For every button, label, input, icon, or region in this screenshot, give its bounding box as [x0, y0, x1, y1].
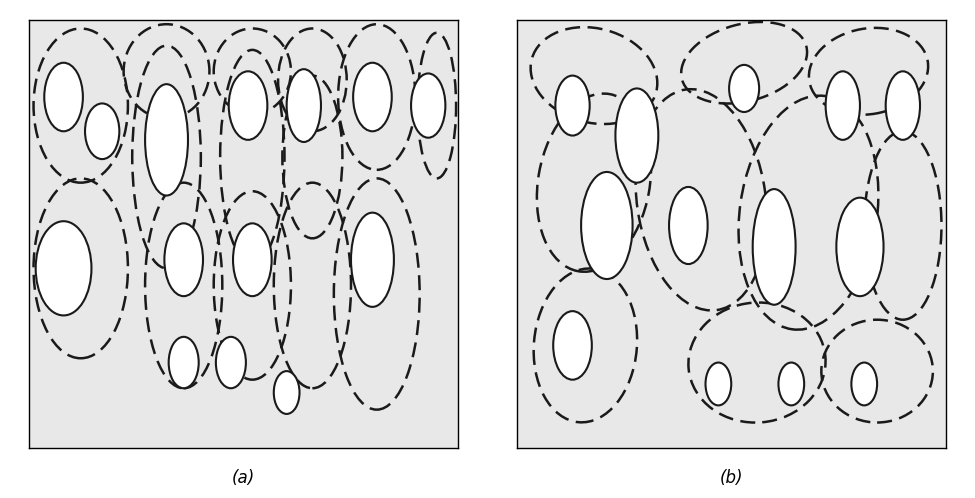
Ellipse shape: [885, 71, 920, 140]
Ellipse shape: [353, 63, 392, 131]
Ellipse shape: [837, 198, 883, 296]
Ellipse shape: [753, 189, 796, 305]
Ellipse shape: [36, 221, 92, 315]
Ellipse shape: [553, 311, 592, 379]
Ellipse shape: [851, 363, 878, 405]
Ellipse shape: [729, 65, 760, 112]
Ellipse shape: [215, 337, 246, 388]
Text: (a): (a): [232, 469, 255, 487]
Ellipse shape: [351, 213, 394, 307]
Ellipse shape: [411, 73, 446, 137]
Ellipse shape: [287, 69, 321, 142]
Ellipse shape: [581, 172, 633, 279]
Text: (b): (b): [720, 469, 743, 487]
Ellipse shape: [44, 63, 83, 131]
Ellipse shape: [615, 89, 658, 183]
Ellipse shape: [165, 223, 203, 296]
Ellipse shape: [669, 187, 708, 264]
Ellipse shape: [233, 223, 272, 296]
Ellipse shape: [229, 71, 267, 140]
Ellipse shape: [274, 371, 299, 414]
Ellipse shape: [706, 363, 731, 405]
Ellipse shape: [778, 363, 804, 405]
Ellipse shape: [826, 71, 860, 140]
Ellipse shape: [556, 76, 590, 135]
Ellipse shape: [145, 84, 188, 196]
Ellipse shape: [85, 104, 119, 159]
Ellipse shape: [169, 337, 199, 388]
